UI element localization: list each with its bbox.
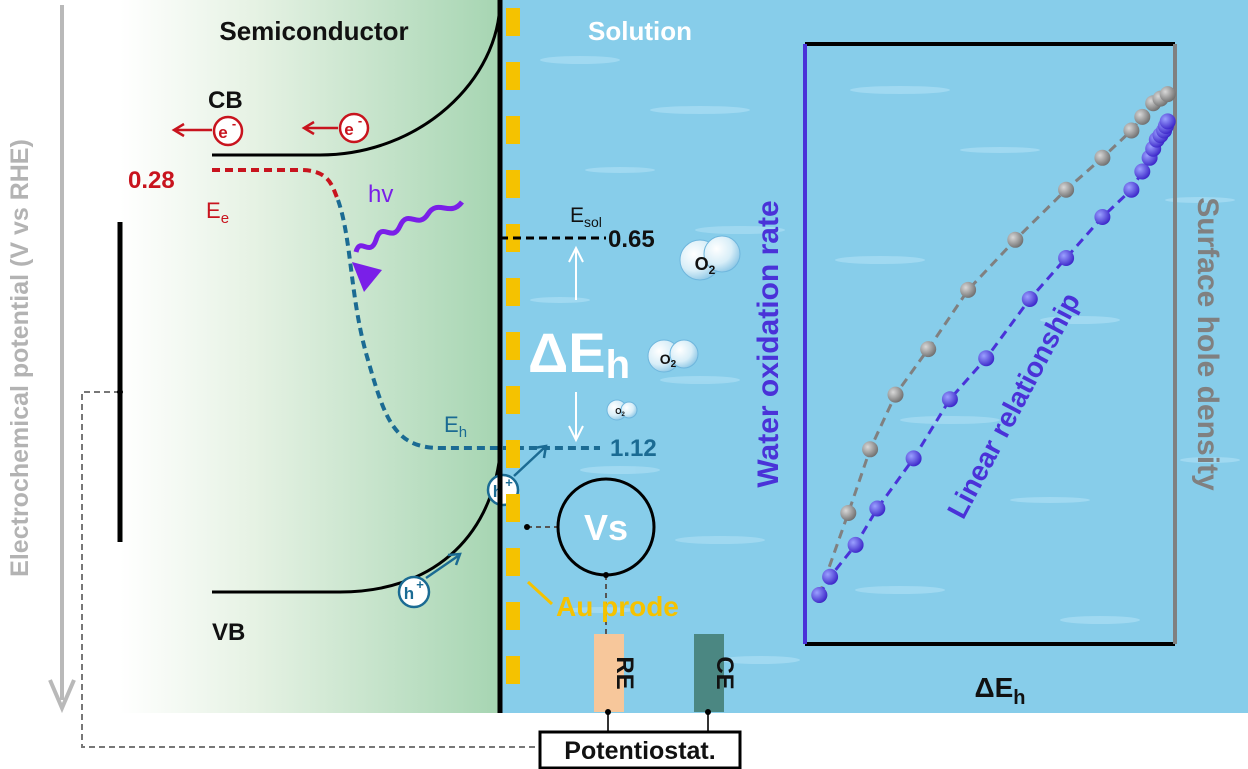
potential-axis-arrowhead [48, 679, 76, 714]
hole-density-point [920, 341, 937, 358]
esol-label: Esol [570, 204, 602, 230]
solution-region [500, 0, 1248, 713]
hole-density-point [1159, 86, 1176, 103]
cb-label: CB [208, 87, 243, 114]
oxidation-rate-point [1159, 113, 1176, 130]
oxidation-rate-point [1123, 181, 1140, 198]
value-112-label: 1.12 [610, 435, 657, 462]
electron-icon [212, 115, 244, 147]
solution-label: Solution [588, 16, 692, 46]
o2-bubble-large: O2 [679, 235, 741, 281]
svg-text:e: e [344, 120, 353, 139]
hole-icon [397, 575, 431, 609]
oxidation-rate-point [811, 587, 828, 603]
svg-text:O2: O2 [615, 407, 625, 418]
ee-level [212, 168, 340, 201]
svg-text:e: e [218, 123, 227, 142]
value-028-label: 0.28 [128, 167, 175, 194]
delta-arrowhead-up [568, 245, 584, 263]
hole-density-point [1134, 108, 1151, 125]
inset-series-group [811, 86, 1176, 603]
au-probe-pattern [506, 8, 520, 684]
o2-bubble-small: O2 [606, 399, 638, 421]
svg-text:+: + [416, 577, 424, 592]
delta-eh-label: ΔEh [528, 321, 630, 387]
svg-text:O2: O2 [660, 351, 677, 370]
cb-band [212, 0, 502, 157]
oxidation-rate-point [869, 500, 886, 517]
wire-node-electrode [117, 389, 123, 395]
oxidation-rate-point [905, 450, 922, 467]
o2-bubble-medium: O2 [647, 339, 699, 373]
wire-node-ce [705, 709, 711, 715]
potentiostat-label: Potentiostat. [564, 737, 715, 765]
oxidation-rate-point [1094, 209, 1111, 225]
wire-node-vs [603, 572, 609, 578]
potential-axis-label: Electrochemical potential (V vs RHE) [6, 139, 34, 577]
oxidation-rate-point [978, 350, 995, 367]
re-label: RE [611, 656, 638, 689]
hole-density-point [1007, 231, 1024, 248]
vs-label: Vs [584, 507, 628, 548]
hv-label: hv [368, 181, 393, 208]
oxidation-rate-point [847, 536, 864, 553]
oxidation-rate-point [1134, 163, 1151, 180]
wire-node-probe [524, 524, 530, 530]
electron-transfer: e - e - [171, 112, 370, 147]
hole-density-point [840, 505, 857, 521]
wire-node-re [605, 709, 611, 715]
ce-label: CE [711, 656, 738, 689]
svg-text:+: + [505, 475, 513, 490]
vb-label: VB [212, 619, 245, 646]
hole-density-point [1058, 181, 1075, 198]
eh-level [336, 199, 600, 450]
ce-electrode [694, 634, 724, 712]
inset-right-axis-label: Surface hole density [1191, 197, 1224, 491]
inset-left-axis-label: Water oxidation rate [752, 200, 785, 487]
water-streaks [530, 56, 1240, 664]
delta-arrowhead-down [568, 425, 584, 443]
inset-x-axis-label: ΔEh [974, 672, 1025, 709]
semiconductor-label: Semiconductor [219, 16, 408, 46]
hole-density-point [1123, 122, 1140, 139]
photon-arrowhead [352, 262, 382, 292]
oxidation-rate-point [1021, 291, 1038, 307]
eh-label: Eh [444, 412, 467, 441]
oxidation-rate-point [941, 391, 958, 408]
oxidation-rate-point [1058, 250, 1075, 266]
svg-text:-: - [358, 113, 362, 128]
hole-density-point [862, 441, 879, 458]
hole-density-point [1094, 149, 1111, 166]
svg-text:-: - [232, 116, 236, 131]
oxidation-rate-point [822, 568, 839, 585]
ee-label: Ee [206, 198, 229, 227]
svg-text:h: h [404, 584, 414, 603]
re-electrode [594, 634, 624, 712]
value-065-label: 0.65 [608, 226, 655, 253]
potentiostat-box [538, 730, 742, 769]
au-probe-label: Au prode [556, 591, 679, 622]
hole-density-point [960, 281, 977, 298]
svg-text:O2: O2 [695, 254, 716, 277]
semiconductor-region [120, 0, 500, 713]
hole-density-point [887, 386, 904, 403]
photon-wave [353, 200, 464, 253]
au-probe-pointer [526, 580, 554, 606]
electron-icon [338, 112, 370, 144]
wire-to-potentiostat [81, 391, 540, 748]
